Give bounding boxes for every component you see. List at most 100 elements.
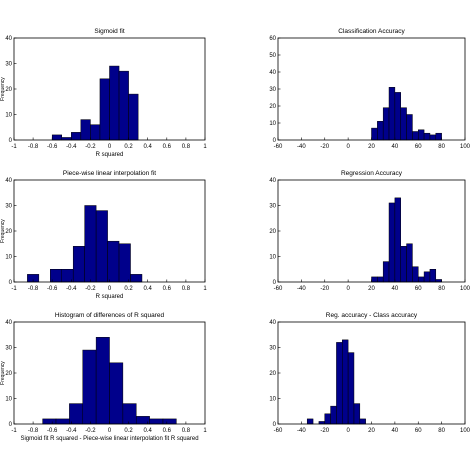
histogram-bar — [377, 276, 384, 283]
y-tick-label: 30 — [269, 204, 276, 210]
x-tick-label: 100 — [460, 144, 471, 150]
histogram-bar — [90, 124, 101, 141]
x-tick-label: 1 — [203, 286, 207, 292]
y-tick-label: 20 — [269, 371, 276, 377]
histogram-bar — [336, 342, 343, 425]
histogram-bar — [347, 352, 355, 425]
histogram-bar — [423, 132, 431, 141]
x-tick-label: -60 — [274, 286, 283, 292]
chart-panel-6: -60 -40 -20 0 20 40 60 80 100 0 10 20 30 40 Reg. accur… — [269, 312, 470, 434]
histogram-bar — [388, 87, 396, 141]
x-tick-label: 20 — [368, 144, 375, 150]
histogram-bar — [388, 202, 396, 283]
y-axis-label: Frequency — [0, 361, 6, 385]
histogram-bar — [109, 65, 120, 141]
x-tick-label: 0.4 — [144, 428, 153, 434]
chart-panel-1: -1 -0.8 -0.6 -0.4 -0.2 0 0.2 0.4 0.6 0.8 101020304… — [0, 28, 207, 158]
y-tick-label: 40 — [5, 320, 12, 326]
histogram-bar — [394, 197, 401, 283]
y-tick-label: 10 — [5, 113, 12, 119]
x-tick-label: 1 — [203, 144, 207, 150]
x-tick-label: 100 — [460, 286, 471, 292]
x-tick-label: 0.8 — [182, 144, 191, 150]
y-tick-label: 30 — [5, 62, 12, 68]
x-tick-label: -0.4 — [66, 144, 77, 150]
y-tick-label: 50 — [269, 53, 276, 59]
x-tick-label: 0.6 — [163, 286, 172, 292]
x-tick-label: -40 — [297, 286, 306, 292]
x-tick-label: 0.2 — [124, 428, 133, 434]
y-tick-label: 40 — [269, 320, 276, 326]
chart-panel-5: -1 -0.8 -0.6 -0.4 -0.2 0 0.2 0.4 0.6 0.8 101020304… — [0, 312, 207, 442]
x-tick-label: -0.2 — [85, 144, 96, 150]
histogram-bar — [80, 119, 91, 141]
x-tick-label: 0 — [346, 144, 350, 150]
histogram-bar — [130, 274, 143, 283]
x-tick-label: 1 — [203, 428, 207, 434]
histogram-bar — [406, 243, 413, 283]
histogram-bar — [412, 131, 419, 141]
histogram-bar — [95, 210, 108, 283]
y-tick-label: 30 — [269, 346, 276, 352]
x-tick-label: 0.4 — [144, 286, 153, 292]
x-axis-label: R squared — [96, 294, 124, 300]
histogram-bar — [418, 276, 425, 283]
histogram-bar — [118, 243, 131, 283]
y-tick-label: 20 — [5, 371, 12, 377]
x-tick-label: 0.8 — [182, 286, 191, 292]
histogram-bar — [382, 261, 390, 283]
y-tick-label: 0 — [273, 138, 277, 144]
histogram-bar — [109, 362, 124, 425]
x-tick-label: -0.4 — [66, 286, 77, 292]
x-tick-label: -1 — [11, 144, 17, 150]
y-tick-label: 40 — [5, 178, 12, 184]
y-tick-label: 40 — [5, 36, 12, 42]
histogram-bar — [84, 205, 97, 283]
chart-title: Classification Accuracy — [338, 28, 405, 35]
y-axis-label: Frequency — [0, 77, 6, 101]
y-tick-label: 30 — [5, 346, 12, 352]
histogram-bar — [55, 418, 70, 425]
x-tick-label: -0.8 — [28, 428, 39, 434]
histogram-bar — [435, 132, 442, 141]
histogram-bar — [330, 405, 337, 425]
y-tick-label: 60 — [269, 36, 276, 42]
histogram-bar — [429, 269, 437, 283]
y-tick-label: 20 — [5, 229, 12, 235]
x-tick-label: 0 — [108, 286, 112, 292]
y-tick-label: 40 — [269, 70, 276, 76]
histogram-bar — [72, 246, 85, 283]
histogram-bar — [71, 132, 82, 141]
chart-panel-4: -60 -40 -20 0 20 40 60 80 100 0 10 20 30 40 Regression… — [269, 170, 470, 292]
y-tick-label: 0 — [273, 280, 277, 286]
y-tick-label: 20 — [5, 87, 12, 93]
x-tick-label: 60 — [415, 286, 422, 292]
x-tick-label: -0.8 — [28, 144, 39, 150]
x-tick-label: -20 — [320, 286, 329, 292]
x-axis-label: R squared — [96, 152, 124, 158]
histogram-bar — [371, 276, 378, 283]
y-tick-label: 20 — [269, 229, 276, 235]
histogram-bar — [400, 107, 407, 141]
x-tick-label: 0 — [108, 144, 112, 150]
histogram-bar — [353, 403, 361, 425]
y-tick-label: 10 — [269, 121, 276, 127]
x-tick-label: 80 — [438, 428, 445, 434]
x-tick-label: -0.6 — [47, 428, 58, 434]
x-tick-label: 20 — [368, 428, 375, 434]
x-tick-label: 60 — [415, 144, 422, 150]
y-tick-label: 10 — [269, 255, 276, 261]
y-axis-label: Frequency — [0, 219, 6, 243]
histogram-bar — [51, 134, 63, 141]
histogram-bar — [122, 403, 137, 425]
x-tick-label: 0.6 — [163, 144, 172, 150]
histogram-bar — [107, 240, 120, 283]
x-tick-label: 0.4 — [144, 144, 153, 150]
x-tick-label: -60 — [274, 428, 283, 434]
x-tick-label: 0.8 — [182, 428, 191, 434]
chart-panel-3: -1 -0.8 -0.6 -0.4 -0.2 0 0.2 0.4 0.6 0.8 101020304… — [0, 170, 207, 300]
x-tick-label: -0.4 — [66, 428, 77, 434]
chart-panel-2: -60 -40 -20 0 20 40 60 80 100 0 10 20 30 40 50 60 Classi… — [269, 28, 470, 150]
chart-title: Piece-wise linear interpolation fit — [63, 170, 156, 177]
